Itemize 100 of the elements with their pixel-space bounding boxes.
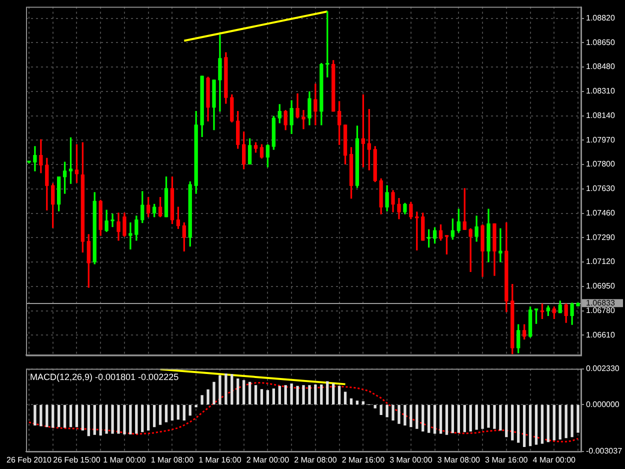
y-tick-label: 1.08310 [586, 86, 616, 96]
bar [564, 404, 568, 438]
bar [194, 404, 198, 408]
bar [242, 380, 246, 404]
y-tick-label: 1.07970 [586, 135, 616, 144]
candlestick [576, 302, 580, 306]
bar [57, 404, 60, 428]
bar [314, 384, 317, 404]
bar [182, 404, 186, 421]
bar [117, 404, 120, 434]
bar [511, 404, 514, 440]
bar [260, 389, 264, 404]
bar [338, 386, 341, 404]
bar [469, 404, 472, 432]
bar [218, 375, 222, 404]
bar [540, 404, 544, 444]
bar [534, 404, 538, 445]
bar [188, 404, 192, 416]
bar [206, 389, 210, 404]
bar [350, 398, 353, 404]
bar [99, 404, 102, 436]
bar [272, 388, 275, 404]
bar [284, 385, 287, 404]
bar [445, 404, 448, 435]
bar [517, 404, 520, 443]
bar [93, 404, 96, 435]
bar [200, 395, 204, 404]
bar [147, 404, 150, 431]
bar [212, 382, 216, 404]
bar [457, 404, 460, 433]
bar [75, 404, 78, 428]
bar [546, 404, 550, 442]
y-tick-label: -0.003037 [586, 446, 623, 456]
y-tick-label: 1.07800 [586, 160, 616, 169]
bar [576, 404, 580, 433]
bar [152, 404, 156, 428]
bar [308, 385, 311, 404]
bar [552, 404, 556, 440]
bar [34, 404, 36, 426]
bar [427, 404, 430, 433]
y-tick-label: 0.000000 [586, 400, 620, 409]
y-tick-label: 1.06780 [586, 306, 616, 315]
bar [254, 385, 258, 404]
bar [410, 404, 412, 428]
bar [439, 404, 442, 434]
bar [451, 404, 454, 434]
bar [63, 404, 66, 428]
bar [392, 404, 394, 421]
bar [52, 404, 54, 428]
bar [69, 404, 72, 428]
bar [404, 404, 406, 426]
bar [332, 384, 335, 404]
x-tick-label: 4 Mar 00:00 [532, 455, 576, 464]
bar [302, 385, 305, 404]
bar [87, 404, 90, 436]
bar [135, 404, 138, 434]
x-tick-label: 1 Mar 16:00 [198, 455, 242, 464]
bar [248, 382, 252, 404]
bar [176, 404, 180, 420]
y-tick-label: 1.07120 [586, 257, 616, 266]
bar [164, 404, 168, 422]
bar [433, 404, 436, 434]
bar [326, 381, 329, 404]
bar [290, 384, 293, 404]
y-tick-label: 0.002330 [586, 364, 620, 374]
bar [40, 404, 42, 426]
x-tick-label: 3 Mar 08:00 [437, 455, 481, 464]
bar [320, 384, 323, 404]
x-tick-label: 3 Mar 16:00 [485, 455, 528, 464]
bar [505, 404, 508, 438]
x-tick-label: 26 Feb 2010 [6, 455, 52, 464]
bar [105, 404, 108, 434]
bar [170, 404, 174, 421]
bar [380, 404, 382, 415]
bar [81, 404, 84, 431]
bar [278, 386, 281, 404]
bar [481, 404, 484, 429]
y-tick-label: 1.07290 [586, 232, 616, 242]
x-tick-label: 26 Feb 15:00 [53, 455, 101, 464]
bar [522, 404, 526, 448]
x-tick-label: 1 Mar 08:00 [150, 455, 194, 464]
bar [487, 404, 490, 428]
bar [416, 404, 418, 429]
bar [230, 374, 234, 404]
y-tick-label: 1.06610 [586, 330, 616, 340]
ref-line-label: 1.06833 [586, 298, 616, 308]
bar [141, 404, 144, 432]
y-tick-label: 1.08140 [586, 110, 616, 120]
bar [236, 378, 240, 404]
chart-title: MACD(12,26,9) -0.001801 -0.002225 [30, 372, 179, 382]
bar [111, 404, 114, 434]
bar [493, 404, 496, 429]
bar [296, 386, 299, 404]
bar [129, 404, 132, 434]
bar [463, 404, 466, 432]
x-tick-label: 2 Mar 16:00 [342, 455, 386, 464]
bar [374, 404, 376, 408]
y-tick-label: 1.08480 [586, 62, 616, 72]
bar [499, 404, 502, 431]
bar [266, 390, 270, 404]
